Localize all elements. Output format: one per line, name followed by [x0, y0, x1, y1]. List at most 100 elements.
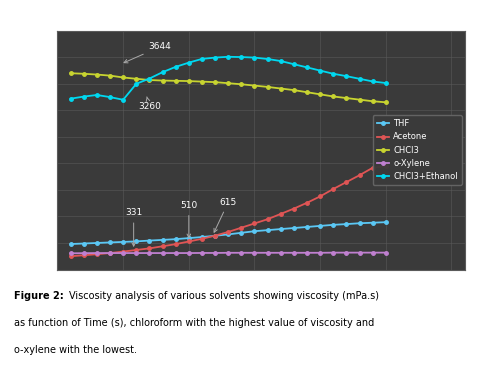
Acetone [317, 194, 323, 199]
Acetone [343, 180, 349, 184]
Text: 615: 615 [214, 198, 237, 232]
CHCl3+Ethanol [291, 62, 297, 67]
THF [343, 222, 349, 226]
Acetone [265, 217, 271, 221]
Acetone [134, 248, 139, 252]
CHCl3 [186, 79, 192, 84]
THF [120, 239, 126, 244]
CHCl3 [173, 79, 179, 83]
CHCl3+Ethanol [120, 97, 126, 102]
Acetone [173, 242, 179, 246]
CHCl3+Ethanol [383, 81, 388, 85]
Text: as function of Time (s), chloroform with the highest value of viscosity and: as function of Time (s), chloroform with… [14, 318, 375, 328]
CHCl3 [370, 99, 376, 104]
Acetone [225, 229, 231, 234]
o-Xylene [291, 251, 297, 255]
CHCl3+Ethanol [357, 77, 363, 81]
THF [81, 241, 87, 246]
CHCl3 [120, 75, 126, 80]
CHCl3 [160, 78, 165, 83]
Text: o-xylene with the lowest.: o-xylene with the lowest. [14, 345, 137, 355]
CHCl3 [199, 79, 205, 84]
o-Xylene [134, 251, 139, 255]
CHCl3+Ethanol [81, 94, 87, 99]
o-Xylene [251, 251, 257, 255]
THF [94, 241, 100, 245]
o-Xylene [147, 251, 152, 255]
THF [160, 238, 165, 242]
CHCl3+Ethanol [317, 68, 323, 73]
o-Xylene [265, 251, 271, 255]
Acetone [331, 187, 336, 191]
CHCl3+Ethanol [160, 70, 165, 74]
Acetone [304, 201, 310, 205]
o-Xylene [160, 251, 165, 255]
THF [357, 221, 363, 226]
CHCl3 [383, 100, 388, 105]
CHCl3+Ethanol [343, 74, 349, 79]
THF [317, 224, 323, 228]
Text: 3260: 3260 [138, 97, 161, 111]
CHCl3+Ethanol [370, 79, 376, 84]
Acetone [147, 246, 152, 251]
Acetone [68, 254, 73, 259]
THF [173, 237, 179, 241]
THF [199, 235, 205, 239]
o-Xylene [357, 250, 363, 255]
Legend: THF, Acetone, CHCl3, o-Xylene, CHCl3+Ethanol: THF, Acetone, CHCl3, o-Xylene, CHCl3+Eth… [373, 115, 462, 185]
CHCl3 [94, 72, 100, 77]
THF [147, 238, 152, 243]
THF [304, 225, 310, 229]
o-Xylene [120, 251, 126, 255]
THF [331, 223, 336, 227]
o-Xylene [239, 251, 244, 255]
Title: Viscosity of 10wt% PCL in Different Solvents: Viscosity of 10wt% PCL in Different Solv… [122, 17, 400, 27]
CHCl3 [278, 86, 284, 91]
THF [370, 220, 376, 225]
Text: Viscosity analysis of various solvents showing viscosity (mPa.s): Viscosity analysis of various solvents s… [69, 291, 379, 301]
Acetone [239, 225, 244, 230]
o-Xylene [225, 251, 231, 255]
CHCl3 [343, 96, 349, 100]
CHCl3+Ethanol [304, 65, 310, 70]
CHCl3+Ethanol [186, 60, 192, 65]
THF [107, 240, 113, 245]
CHCl3 [291, 88, 297, 92]
CHCl3 [81, 72, 87, 76]
o-Xylene [107, 251, 113, 255]
Acetone [370, 166, 376, 170]
THF [251, 229, 257, 234]
Acetone [81, 253, 87, 258]
Acetone [94, 252, 100, 256]
THF [225, 232, 231, 237]
THF [265, 228, 271, 233]
CHCl3+Ethanol [199, 57, 205, 61]
o-Xylene [199, 251, 205, 255]
CHCl3 [147, 78, 152, 82]
CHCl3 [265, 85, 271, 89]
CHCl3+Ethanol [251, 55, 257, 60]
o-Xylene [94, 251, 100, 255]
o-Xylene [278, 251, 284, 255]
Line: o-Xylene: o-Xylene [69, 251, 388, 255]
Text: Figure 2:: Figure 2: [14, 291, 64, 301]
CHCl3 [357, 97, 363, 102]
CHCl3 [68, 71, 73, 75]
Acetone [291, 206, 297, 211]
o-Xylene [186, 251, 192, 255]
Acetone [186, 239, 192, 244]
Acetone [278, 212, 284, 216]
CHCl3 [239, 82, 244, 87]
Acetone [107, 251, 113, 255]
CHCl3 [251, 83, 257, 88]
o-Xylene [212, 251, 218, 255]
Acetone [160, 244, 165, 249]
THF [134, 239, 139, 244]
THF [383, 220, 388, 224]
Line: CHCl3: CHCl3 [69, 72, 388, 104]
CHCl3 [225, 81, 231, 85]
Text: 331: 331 [125, 208, 142, 246]
CHCl3+Ethanol [147, 76, 152, 81]
CHCl3+Ethanol [225, 55, 231, 59]
CHCl3+Ethanol [278, 59, 284, 64]
